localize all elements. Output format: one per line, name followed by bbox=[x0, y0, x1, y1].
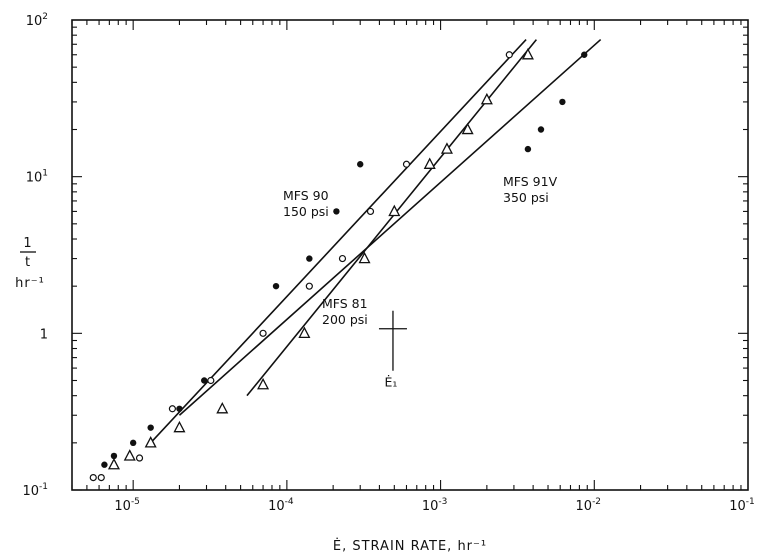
y-tick-label: 101 bbox=[26, 169, 48, 186]
x-tick-exp: -3 bbox=[438, 497, 447, 507]
data-points bbox=[90, 49, 587, 480]
y-tick-label: 10-1 bbox=[22, 482, 48, 499]
data-point-filled-circle bbox=[306, 255, 312, 261]
y-tick-base: 10 bbox=[26, 14, 43, 29]
x-tick-label: 10-3 bbox=[422, 497, 448, 514]
x-tick-base: 10 bbox=[422, 499, 439, 514]
data-point-filled-circle bbox=[111, 453, 117, 459]
data-point-filled-circle bbox=[101, 462, 107, 468]
x-tick-base: 10 bbox=[729, 499, 746, 514]
fit-line-1 bbox=[151, 40, 526, 443]
data-point-open-triangle bbox=[425, 159, 435, 168]
crossmark-label: Ė₁ bbox=[385, 375, 398, 390]
data-point-filled-circle bbox=[130, 440, 136, 446]
y-tick-exp: 1 bbox=[42, 169, 48, 179]
data-point-filled-circle bbox=[559, 99, 565, 105]
data-point-open-circle bbox=[169, 406, 175, 412]
data-point-filled-circle bbox=[525, 146, 531, 152]
y-tick-label: 102 bbox=[26, 12, 48, 29]
data-point-open-circle bbox=[403, 161, 409, 167]
data-point-open-circle bbox=[506, 52, 512, 58]
data-point-filled-circle bbox=[201, 377, 207, 383]
x-tick-label: 10-2 bbox=[576, 497, 602, 514]
y-axis-unit: hr⁻¹ bbox=[15, 276, 45, 291]
data-point-open-triangle bbox=[109, 459, 119, 468]
y-tick-base: 1 bbox=[40, 327, 48, 342]
series-annotation-1: MFS 90 bbox=[283, 188, 329, 203]
y-axis-numerator: 1 bbox=[23, 236, 32, 251]
data-point-filled-circle bbox=[273, 283, 279, 289]
x-tick-label: 10-1 bbox=[729, 497, 755, 514]
y-tick-exp: 2 bbox=[42, 12, 48, 22]
data-point-open-circle bbox=[137, 455, 143, 461]
data-point-filled-circle bbox=[333, 208, 339, 214]
data-point-open-triangle bbox=[174, 422, 184, 431]
series-annotation-2: 200 psi bbox=[322, 312, 368, 327]
data-point-filled-circle bbox=[357, 161, 363, 167]
data-point-open-circle bbox=[368, 208, 374, 214]
data-point-open-circle bbox=[339, 256, 345, 262]
y-tick-base: 10 bbox=[22, 484, 39, 499]
x-tick-label: 10-4 bbox=[268, 497, 294, 514]
x-tick-exp: -4 bbox=[285, 497, 294, 507]
y-axis-denominator: t bbox=[25, 255, 31, 270]
y-tick-label: 1 bbox=[40, 327, 48, 342]
data-point-open-triangle bbox=[217, 403, 227, 412]
series-annotation-3: 350 psi bbox=[503, 190, 549, 205]
x-tick-base: 10 bbox=[114, 499, 131, 514]
x-tick-base: 10 bbox=[576, 499, 593, 514]
data-point-open-circle bbox=[98, 475, 104, 481]
series-annotation-3: MFS 91V bbox=[503, 174, 558, 189]
data-point-open-circle bbox=[260, 330, 266, 336]
x-tick-exp: -1 bbox=[746, 497, 755, 507]
y-tick-exp: -1 bbox=[39, 482, 48, 492]
data-point-open-circle bbox=[208, 377, 214, 383]
data-point-open-triangle bbox=[125, 451, 135, 460]
x-tick-label: 10-5 bbox=[114, 497, 140, 514]
fit-line-3 bbox=[179, 40, 600, 416]
series-annotation-1: 150 psi bbox=[283, 204, 329, 219]
fit-lines bbox=[151, 40, 601, 443]
data-point-open-circle bbox=[306, 283, 312, 289]
y-tick-base: 10 bbox=[26, 171, 43, 186]
data-point-filled-circle bbox=[538, 126, 544, 132]
x-axis-title: Ė, STRAIN RATE, hr⁻¹ bbox=[333, 538, 487, 554]
series-annotation-2: MFS 81 bbox=[322, 296, 368, 311]
data-point-filled-circle bbox=[176, 406, 182, 412]
x-tick-base: 10 bbox=[268, 499, 285, 514]
data-point-filled-circle bbox=[581, 52, 587, 58]
data-point-open-circle bbox=[90, 475, 96, 481]
x-tick-exp: -5 bbox=[131, 497, 140, 507]
data-point-filled-circle bbox=[147, 424, 153, 430]
x-tick-exp: -2 bbox=[592, 497, 601, 507]
